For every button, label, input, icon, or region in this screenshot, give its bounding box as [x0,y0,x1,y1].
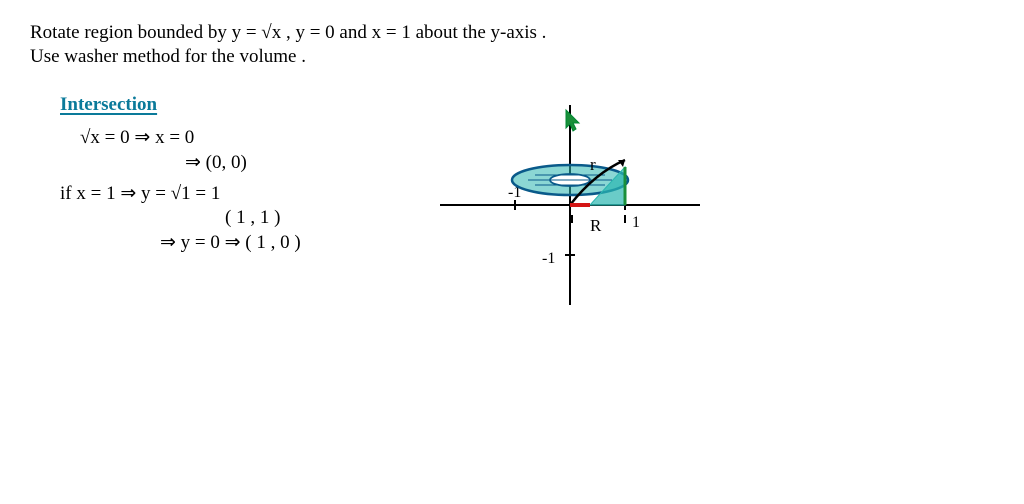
problem-text: Rotate region bounded by y = √x , y = 0 … [30,22,460,254]
pos1-x-label: 1 [632,214,640,231]
eq4: ( 1 , 1 ) [30,207,460,229]
eq1: √x = 0 ⇒ x = 0 [30,126,460,149]
big-r-label: R [590,216,602,235]
neg1-y-label: -1 [542,250,555,267]
intersection-heading: Intersection [60,94,157,115]
cursor-icon [566,110,579,131]
problem-line2: Use washer method for the volume . [30,46,460,68]
r-label: r [590,155,596,174]
problem-line1: Rotate region bounded by y = √x , y = 0 … [30,22,460,44]
eq2: ⇒ (0, 0) [30,151,460,174]
rotation-diagram: -1 1 -1 r R [440,105,720,335]
eq5: ⇒ y = 0 ⇒ ( 1 , 0 ) [30,231,460,254]
eq3: if x = 1 ⇒ y = √1 = 1 [30,182,460,205]
